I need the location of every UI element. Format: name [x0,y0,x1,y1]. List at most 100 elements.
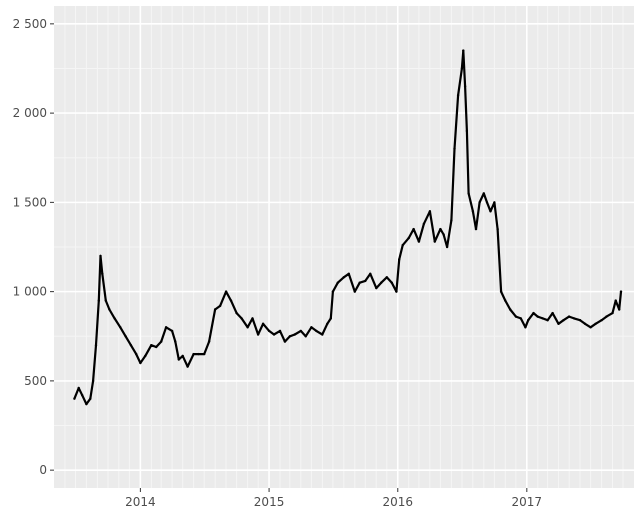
data-point [428,210,432,213]
y-tick-label: 2 500 [13,17,47,31]
data-point [283,340,287,343]
data-point [261,322,265,325]
data-point [493,201,496,204]
data-point [380,281,383,284]
data-point [342,276,345,279]
data-point [192,352,195,356]
data-point [567,315,571,318]
data-point [364,279,367,283]
y-tick-label: 0 [39,463,47,477]
data-point [293,333,296,336]
data-point [203,352,206,356]
data-point [618,308,621,311]
data-point [135,352,138,356]
data-point [453,147,456,150]
data-point [224,290,228,293]
data-point [113,317,116,320]
axes: 0 500 1 000 1 500 2 000 2 500 2014 2015 2016 2017 [13,17,542,509]
data-point [229,299,233,302]
data-point [213,308,217,311]
data-point [94,344,98,347]
data-point [139,361,142,365]
data-point [160,340,163,343]
data-point [583,322,587,325]
y-tick-label: 1 000 [13,285,47,299]
data-point [164,326,168,329]
data-point [272,333,276,336]
data-point [251,317,254,320]
data-point [304,335,307,338]
data-point [467,192,470,195]
data-point [85,402,88,406]
data-point [369,272,372,275]
x-tick-label: 2014 [125,495,156,509]
data-point [519,317,522,320]
data-point [600,319,603,322]
data-point [207,340,211,343]
data-point [353,290,356,293]
data-point [474,227,478,231]
data-point [536,315,539,318]
data-point [375,286,378,290]
data-point [557,322,560,325]
data-point [150,344,153,347]
data-point [504,299,507,302]
data-point [445,245,449,249]
data-point [81,394,84,397]
data-point [407,236,410,240]
data-point [478,201,481,204]
data-point [390,281,393,284]
data-point [456,94,460,97]
data-point [462,49,465,52]
data-point [91,379,95,383]
data-point [144,354,147,358]
data-point [572,317,576,320]
data-point [496,227,499,231]
y-tick-label: 2 000 [13,106,47,120]
data-point [463,85,467,88]
data-point [299,329,302,333]
data-point [619,290,623,293]
data-point [336,281,339,284]
data-point [482,192,485,195]
data-point [99,254,102,258]
data-point [240,317,243,320]
data-point [129,344,133,347]
data-point [155,345,158,349]
data-point [562,319,565,322]
data-point [439,227,442,231]
data-point [611,311,614,315]
data-point [433,240,436,243]
data-point [329,317,332,320]
data-point [101,272,104,275]
x-tick-label: 2015 [254,495,285,509]
data-point [288,335,292,338]
data-point [347,272,350,275]
x-tick-label: 2017 [512,495,543,509]
data-point [551,311,554,315]
data-point [218,304,222,308]
data-point [108,308,111,311]
data-point [401,244,404,247]
data-point [395,290,398,293]
data-point [278,329,282,333]
data-point [170,329,174,333]
data-point [524,326,527,329]
data-point [489,210,492,213]
data-point [546,319,549,322]
data-point [614,299,617,302]
data-point [77,386,80,390]
y-tick-label: 500 [24,374,47,388]
gridlines [54,6,634,488]
data-point [412,227,415,231]
data-point [235,311,238,315]
data-point [358,281,361,284]
data-point [385,276,388,279]
data-point [527,319,530,322]
data-point [465,129,469,133]
data-point [532,311,535,315]
data-point [331,290,335,293]
data-point [398,258,401,261]
y-tick-label: 1 500 [13,195,47,209]
